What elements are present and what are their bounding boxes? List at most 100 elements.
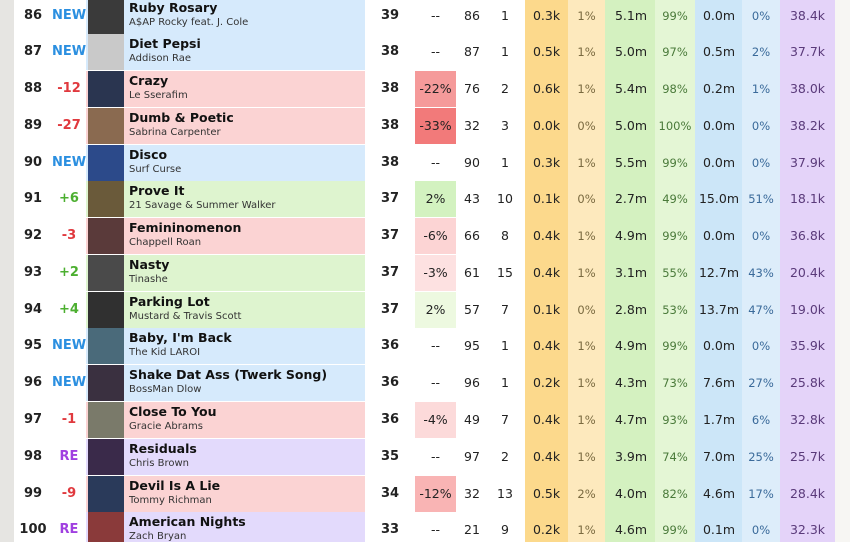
metric-c-pct: 51% [748,192,774,207]
metric-c-pct: 43% [748,265,774,280]
metric-a: 0.1k [532,301,561,317]
previous-rank: 43 [464,191,480,207]
previous-rank: 96 [464,375,480,391]
weeks: 2 [501,448,509,464]
artist-name: Addison Rae [129,53,191,65]
title-cell: Parking Lot Mustard & Travis Scott [86,291,365,328]
metric-c-pct: 0% [751,229,771,244]
metric-b-pct: 97% [662,45,688,60]
album-art [88,328,124,365]
metric-a-pct: 1% [577,229,596,244]
change-pct: -- [430,44,441,60]
metric-c: 13.7m [698,301,739,317]
metric-c: 0.0m [702,154,736,170]
change-pct: -22% [415,71,456,108]
previous-rank: 61 [464,264,480,280]
metric-c-pct: 47% [748,302,774,317]
metric-c: 0.1m [702,522,736,538]
metric-c-pct: 1% [751,82,771,97]
points: 35 [380,448,400,464]
album-art [88,181,124,218]
song-title: Nasty [129,256,170,272]
metric-a-pct: 1% [577,339,596,354]
chart-row: 89 -27 Dumb & Poetic Sabrina Carpenter 38 -33… [0,107,850,144]
chart-row: 86 NEW Ruby Rosary A$AP Rocky feat. J. Cole… [0,0,850,34]
change-pct: -- [430,154,441,170]
metric-a-pct: 0% [577,192,596,207]
weeks: 1 [501,7,509,23]
weeks: 7 [501,411,509,427]
previous-rank: 32 [464,485,480,501]
metric-a: 0.2k [532,522,561,538]
weeks: 2 [501,81,509,97]
rank: 90 [23,154,43,170]
metric-b-pct: 99% [662,339,688,354]
total: 36.8k [789,228,826,244]
metric-b: 2.8m [614,301,648,317]
change-pct: -- [430,522,441,538]
title-cell: Crazy Le Sserafim [86,71,365,108]
metric-b: 4.9m [614,338,648,354]
metric-b-pct: 98% [662,82,688,97]
song-title: Crazy [129,73,169,89]
rank: 99 [23,485,43,501]
weeks: 3 [501,117,509,133]
rank: 92 [23,228,43,244]
weeks: 13 [497,485,513,501]
album-art [88,144,124,181]
metric-b-pct: 73% [662,376,688,391]
rank-change: NEW [51,44,87,60]
artist-name: Gracie Abrams [129,420,203,432]
metric-a-pct: 1% [577,82,596,97]
metric-c: 0.0m [702,7,736,23]
rank: 97 [23,411,43,427]
album-art [88,107,124,144]
previous-rank: 87 [464,44,480,60]
album-art [88,0,124,34]
artist-name: Mustard & Travis Scott [129,310,242,322]
change-pct: -33% [415,107,456,144]
points: 38 [380,154,400,170]
points: 37 [380,301,400,317]
metric-c-pct: 27% [748,376,774,391]
album-art [88,218,124,255]
metric-b-pct: 49% [662,192,688,207]
rank-change: RE [59,522,79,538]
total: 32.8k [789,411,826,427]
metric-c: 0.5m [702,44,736,60]
band-c [695,0,742,542]
metric-b: 4.7m [614,411,648,427]
metric-a: 0.4k [532,338,561,354]
previous-rank: 86 [464,7,480,23]
rank: 95 [23,338,43,354]
chart-row: 94 +4 Parking Lot Mustard & Travis Scott 37 2… [0,291,850,328]
metric-a: 0.3k [532,154,561,170]
metric-b: 5.1m [614,7,648,23]
artist-name: Zach Bryan [129,531,187,542]
chart-row: 90 NEW Disco Surf Curse 38 -- 90 1 0.3k 1% 5.5m 99%… [0,144,850,181]
total: 38.2k [789,117,826,133]
metric-a: 0.2k [532,375,561,391]
points: 36 [380,338,400,354]
artist-name: BossMan Dlow [129,384,202,396]
album-art [88,512,124,542]
metric-b: 4.0m [614,485,648,501]
previous-rank: 32 [464,117,480,133]
metric-c-pct: 6% [751,412,771,427]
points: 38 [380,44,400,60]
change-pct: -6% [415,218,456,255]
title-cell: Prove It 21 Savage & Summer Walker [86,181,365,218]
song-title: Ruby Rosary [129,0,218,15]
rank: 87 [23,44,43,60]
title-cell: American Nights Zach Bryan [86,512,365,542]
album-art [88,34,124,71]
artist-name: A$AP Rocky feat. J. Cole [129,16,249,28]
metric-b: 5.4m [614,81,648,97]
points: 34 [380,485,400,501]
metric-c-pct: 25% [748,449,774,464]
metric-a: 0.5k [532,485,561,501]
total: 37.7k [789,44,826,60]
chart-row: 97 -1 Close To You Gracie Abrams 36 -4% 49 7 0.4… [0,401,850,438]
metric-b: 4.3m [614,375,648,391]
metric-a-pct: 1% [577,376,596,391]
